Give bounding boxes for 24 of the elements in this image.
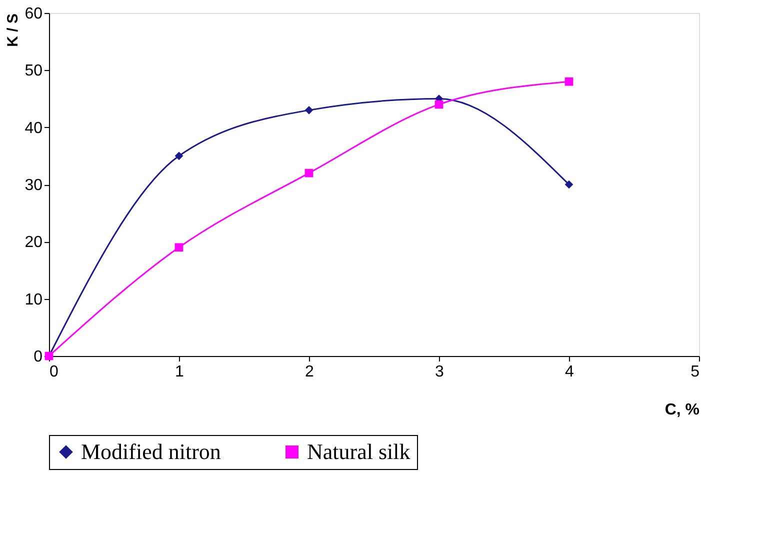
- x-tick-label: 5: [690, 364, 700, 380]
- point: [304, 106, 314, 114]
- y-tick-label: 60: [24, 6, 43, 22]
- x-tick-label: 1: [175, 364, 184, 380]
- legend-label: Modified nitron: [81, 439, 221, 464]
- point: [174, 243, 184, 252]
- point: [434, 100, 444, 109]
- y-axis-title: K / S: [4, 14, 22, 47]
- y-tick-label: 10: [24, 291, 43, 308]
- point: [304, 168, 314, 178]
- y-tick-label: 30: [24, 177, 43, 194]
- x-tick-label: 3: [435, 364, 444, 380]
- y-tick-label: 50: [24, 62, 43, 80]
- y-tick-label: 0: [34, 348, 43, 366]
- legend-label: Natural silk: [307, 439, 410, 464]
- y-tick-label: 40: [24, 120, 43, 137]
- x-axis-title: C, %: [664, 402, 700, 418]
- x-tick-label: 0: [50, 364, 58, 380]
- x-tick-label: 2: [305, 364, 314, 380]
- x-tick-label: 4: [565, 364, 574, 380]
- y-tick-label: 20: [24, 234, 43, 252]
- point: [564, 77, 574, 86]
- point: [174, 152, 184, 160]
- point: [564, 180, 574, 189]
